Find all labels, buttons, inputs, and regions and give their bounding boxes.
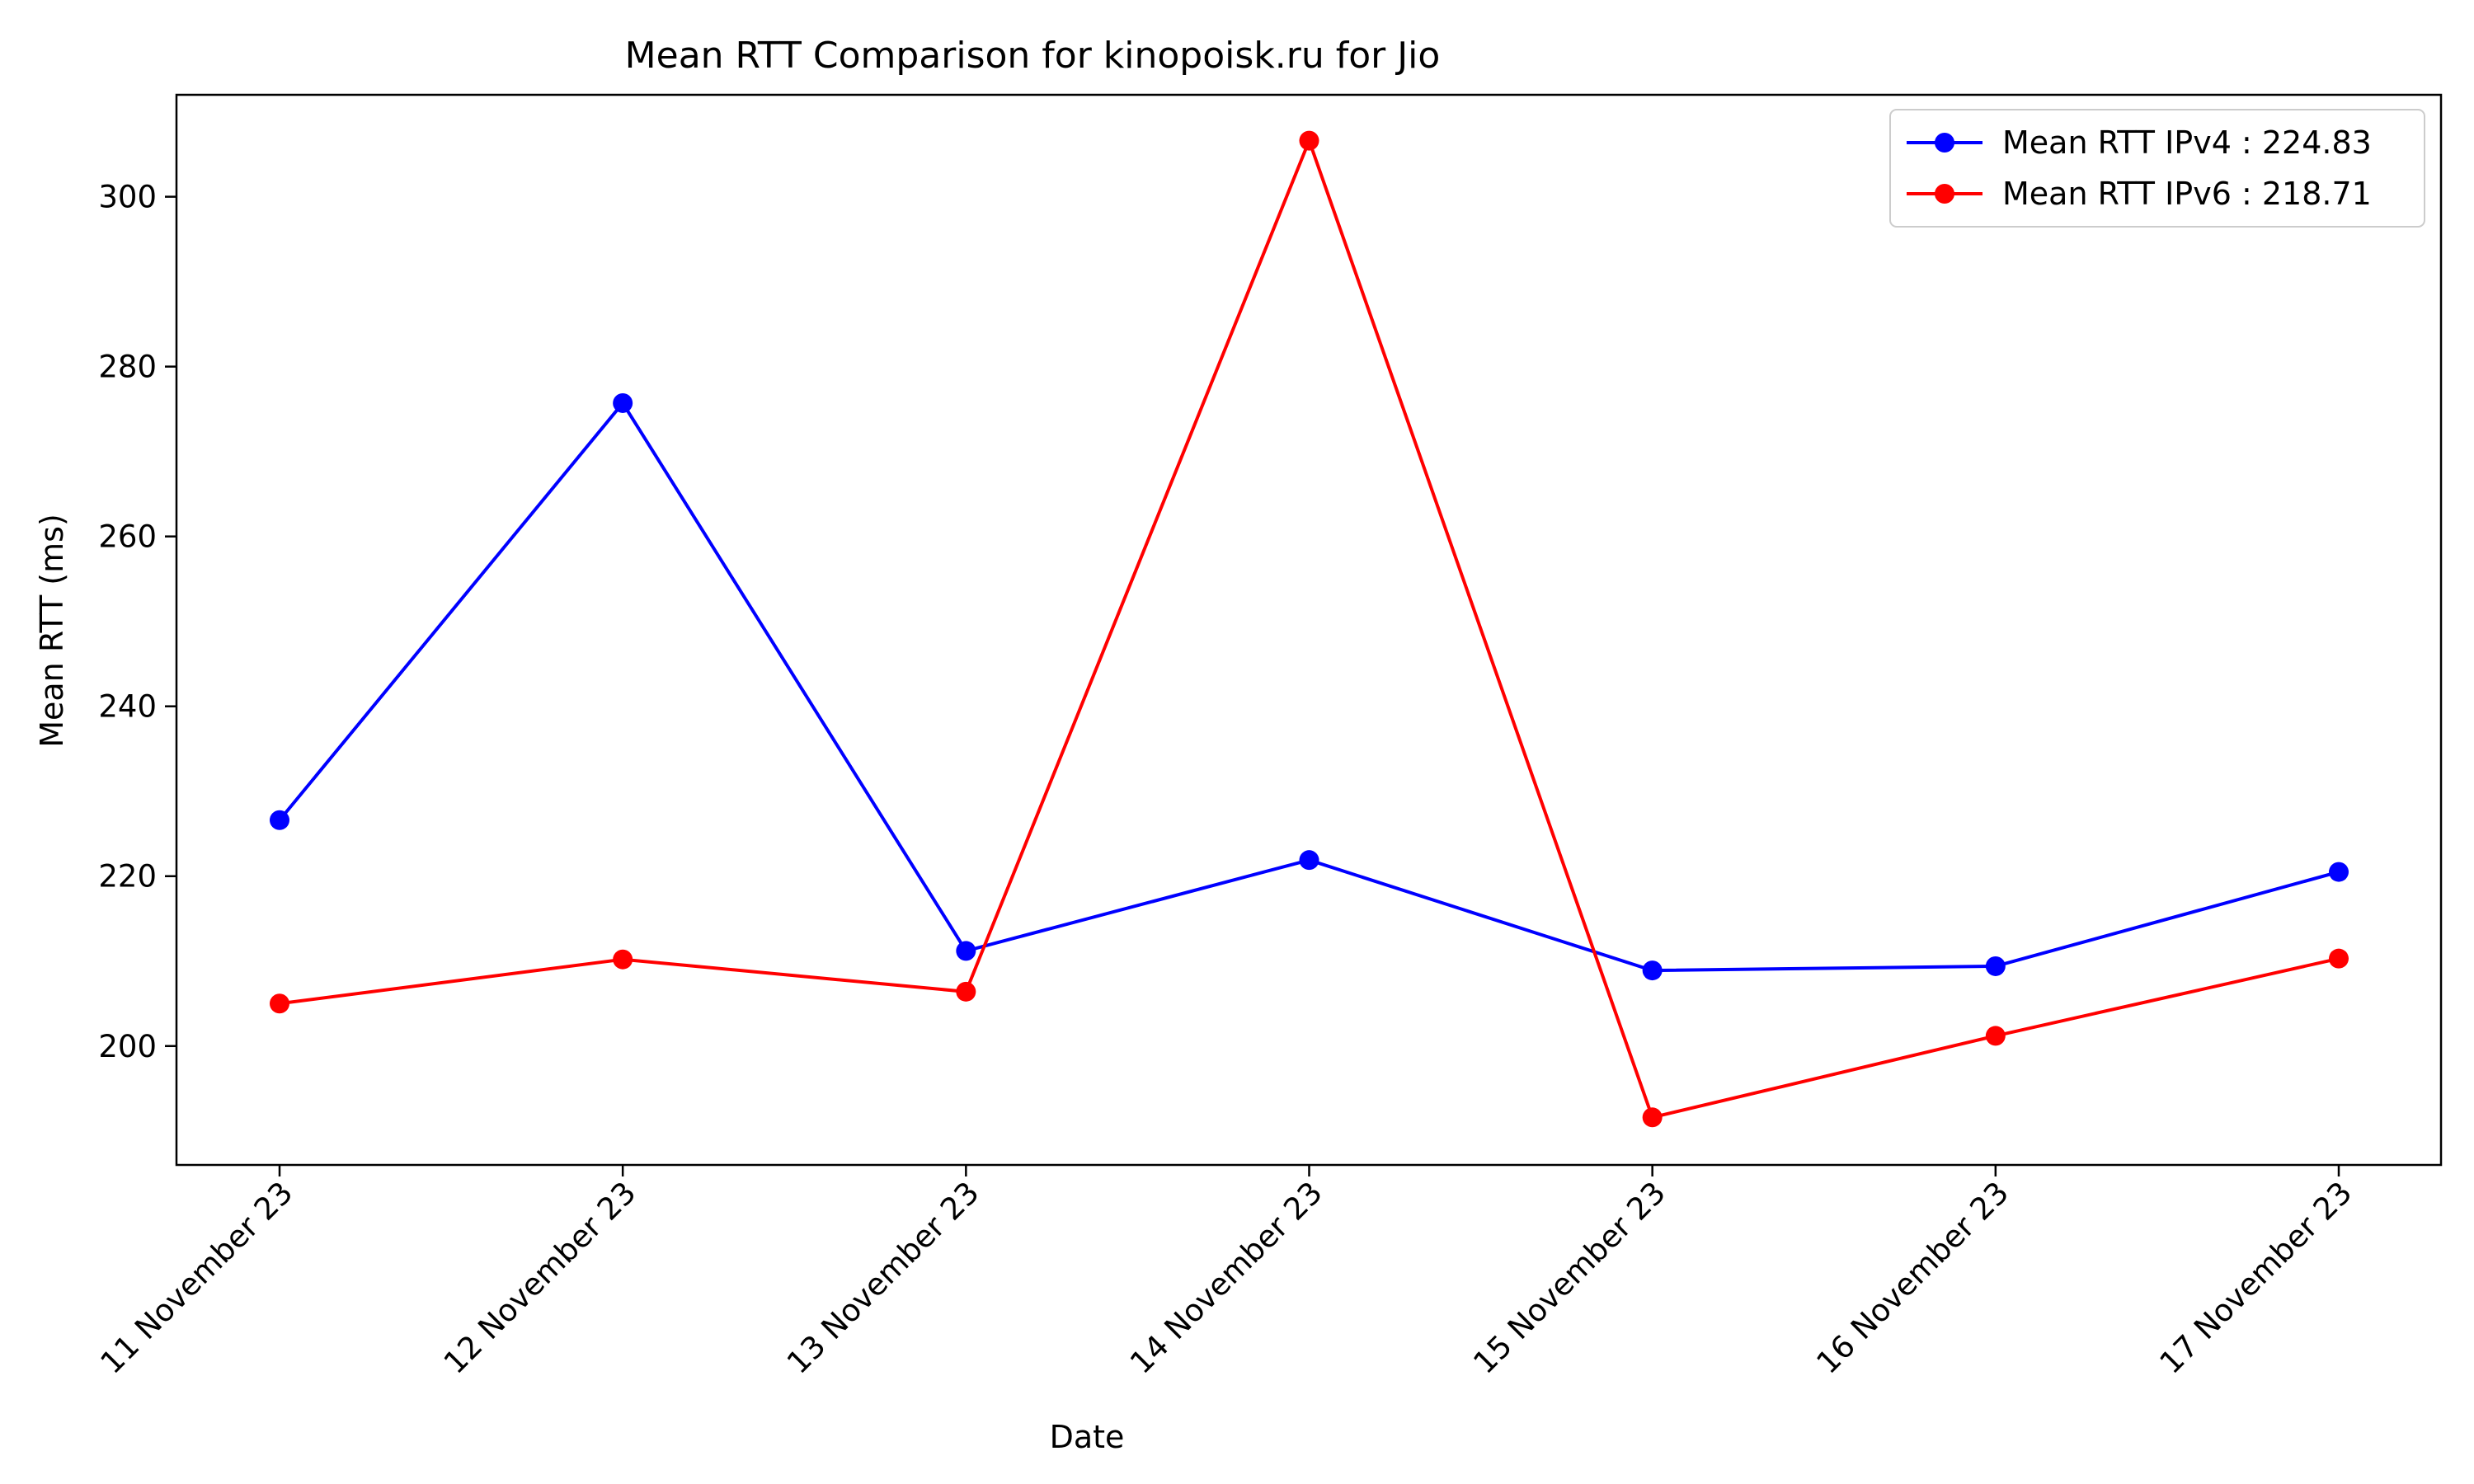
series-1-point [1985,956,2006,976]
series-2-point [1985,1026,2006,1046]
y-tick-label: 200 [98,1029,157,1064]
series-2-point [1299,130,1319,151]
y-tick-label: 280 [98,350,157,385]
series-2-point [613,949,633,970]
series-1-point [956,941,976,961]
y-axis-label: Mean RTT (ms) [34,514,70,748]
y-tick-label: 240 [98,689,157,725]
series-2-point [270,993,289,1014]
legend-box [1889,109,2425,228]
series-1-point [270,810,289,830]
x-axis-label: Date [1050,1419,1125,1455]
legend-marker [1935,184,1954,204]
y-tick-label: 300 [98,180,157,215]
series-1-point [1642,960,1663,981]
y-tick-label: 220 [98,859,157,895]
legend-label: Mean RTT IPv4 : 224.83 [2002,124,2372,161]
series-1-point [1299,850,1319,871]
series-1-point [2329,862,2349,882]
series-2-point [956,981,976,1002]
legend-label: Mean RTT IPv6 : 218.71 [2002,176,2372,212]
series-1-point [613,392,633,413]
legend-marker [1935,133,1954,153]
y-tick-label: 260 [98,519,157,555]
legend: Mean RTT IPv4 : 224.83 Mean RTT IPv6 : 21… [1889,109,2425,228]
series-2-point [2329,948,2349,969]
chart-title: Mean RTT Comparison for kinopoisk.ru for… [625,35,1441,77]
series-2-point [1642,1107,1663,1128]
